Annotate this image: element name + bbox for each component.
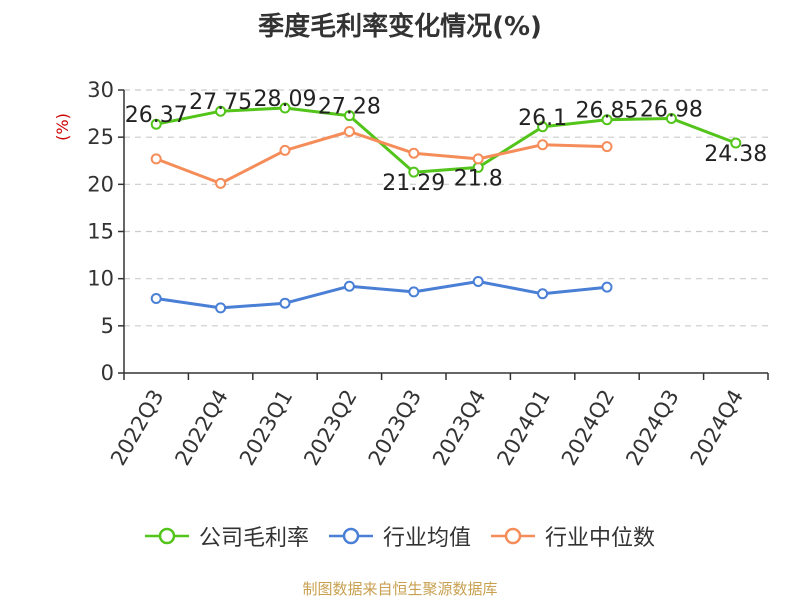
- grid-lines: [124, 89, 768, 327]
- x-tick-label: 2022Q3: [106, 386, 168, 470]
- data-label: 26.85: [576, 99, 639, 124]
- point-industry-median: [215, 177, 227, 189]
- x-tick-label: 2023Q2: [299, 386, 361, 470]
- y-tick-label: 30: [87, 78, 114, 102]
- y-tick-label: 5: [101, 314, 114, 338]
- y-tick-label: 20: [87, 172, 114, 196]
- legend-swatch-company: [144, 527, 189, 545]
- x-tick-label: 2024Q4: [686, 386, 748, 470]
- data-label: 21.8: [454, 166, 503, 191]
- legend-label-company: 公司毛利率: [198, 526, 309, 551]
- point-company-margin: [730, 137, 742, 149]
- point-company-margin: [279, 102, 291, 114]
- point-industry-median: [279, 144, 291, 156]
- point-industry-median: [601, 141, 613, 153]
- x-tick-label: 2022Q4: [170, 386, 232, 470]
- x-tick-label: 2023Q4: [428, 386, 490, 470]
- legend-label-industry-mean: 行业均值: [382, 526, 471, 551]
- point-industry-mean: [601, 281, 613, 293]
- point-company-margin: [408, 166, 420, 178]
- point-industry-median: [343, 126, 355, 138]
- y-tick-label: 15: [87, 220, 114, 244]
- legend-label-industry-median: 行业中位数: [545, 526, 656, 551]
- point-industry-mean: [472, 275, 484, 287]
- legend-item-industry-mean[interactable]: 行业均值: [328, 520, 471, 552]
- point-industry-median: [472, 153, 484, 165]
- point-industry-median: [408, 147, 420, 159]
- legend-swatch-industry-mean: [328, 527, 373, 545]
- point-company-margin: [343, 110, 355, 122]
- series-line-company-margin: [155, 106, 737, 174]
- data-label: 26.98: [640, 97, 703, 122]
- data-label: 24.38: [704, 142, 767, 167]
- y-tick-label: 10: [87, 267, 114, 291]
- legend-item-company[interactable]: 公司毛利率: [144, 520, 309, 552]
- x-tick-label: 2024Q3: [621, 386, 683, 470]
- point-industry-median: [150, 153, 162, 165]
- x-tick-label: 2023Q3: [364, 386, 426, 470]
- legend-item-industry-median[interactable]: 行业中位数: [491, 520, 655, 552]
- point-company-margin: [215, 105, 227, 117]
- point-company-margin: [150, 118, 162, 130]
- y-axis-label: (%): [53, 113, 72, 141]
- point-company-margin: [537, 121, 549, 133]
- legend: 公司毛利率 行业均值 行业中位数: [0, 520, 800, 552]
- data-source-note: 制图数据来自恒生聚源数据库: [302, 580, 498, 598]
- point-industry-mean: [408, 286, 420, 298]
- data-label: 27.75: [189, 90, 252, 115]
- series-line-industry-mean: [155, 280, 608, 310]
- point-company-margin: [601, 114, 613, 126]
- data-label: 26.1: [518, 106, 567, 131]
- data-label: 26.37: [125, 103, 188, 128]
- data-label: 28.09: [254, 87, 317, 112]
- legend-swatch-industry-median: [491, 527, 535, 545]
- data-label: 21.29: [382, 171, 445, 196]
- x-tick-label: 2024Q1: [492, 386, 554, 470]
- point-industry-mean: [279, 297, 291, 309]
- chart-title: 季度毛利率变化情况(%): [258, 12, 542, 42]
- y-tick-label: 0: [101, 361, 114, 385]
- y-tick-label: 25: [87, 125, 114, 149]
- x-tick-label: 2024Q2: [557, 386, 619, 470]
- point-industry-mean: [215, 302, 227, 314]
- x-tick-label: 2023Q1: [235, 386, 297, 470]
- point-industry-mean: [343, 280, 355, 292]
- point-industry-median: [537, 139, 549, 151]
- point-industry-mean: [150, 292, 162, 304]
- series-lines: [150, 102, 742, 314]
- point-company-margin: [665, 112, 677, 124]
- point-industry-mean: [537, 288, 549, 300]
- data-label: 27.28: [318, 95, 381, 120]
- series-line-industry-median: [155, 130, 608, 185]
